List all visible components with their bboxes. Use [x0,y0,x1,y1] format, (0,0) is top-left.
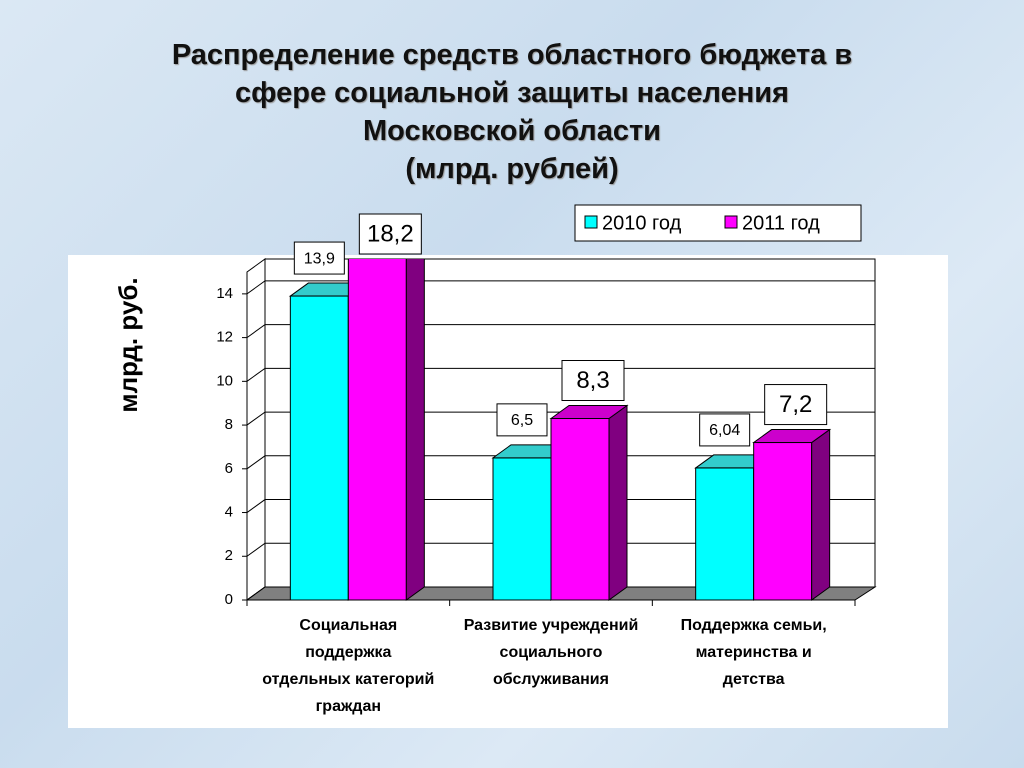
bar-front [695,467,755,601]
y-tick-label: 2 [225,547,233,564]
bar-top [752,429,832,444]
grid-line [246,586,875,601]
value-label-box [561,360,625,402]
grid-line [246,499,875,513]
bar-top [549,405,629,420]
value-label: 6,04 [709,422,740,439]
value-label-box [699,413,751,447]
plot: 0 2 4 6 8 10 12 14 13,9 18,2 6,5 8,3 6,04 7,2 [216,189,877,608]
subtitle: (млрд. рублей) [405,153,619,185]
bars [288,189,832,601]
grid-line [246,280,875,295]
bar-front [347,259,407,601]
value-label: 6,5 [511,412,533,429]
bar-side [608,404,628,601]
value-label: 13,9 [304,250,335,267]
x-tick-label: Поддержка семьи, материнства и детства [680,617,827,688]
y-tick-label: 14 [216,285,233,302]
y-tick-label: 8 [225,416,233,433]
bar-top [348,189,424,202]
legend-box [574,204,862,242]
value-label-box [496,403,548,437]
grid-line [246,411,875,426]
x-tick-label: Развитие учреждений социального обслужив… [463,617,639,688]
value-label: 8,3 [576,367,609,394]
value-label: 7,2 [779,391,812,418]
y-tick-label: 0 [225,591,233,608]
legend-label: 2011 год [742,212,820,234]
title-line: Распределение средств областного бюджета… [171,39,853,71]
title-line: Московской области [362,115,662,147]
value-label-box [293,241,345,275]
y-axis-label: млрд. руб. [113,277,143,412]
value-label-box [358,213,422,255]
legend-swatch [724,215,738,229]
x-tick-label: Социальная поддержка отдельных категорий… [262,617,435,715]
grid-line [246,367,875,382]
bar [752,428,832,601]
bar-side [405,259,425,601]
title-line: сфере социальной защиты населения [235,77,789,109]
side-wall [246,258,266,601]
grid-line [246,455,875,470]
bar-front [550,418,610,601]
y-tick-label: 10 [216,372,233,389]
bar-front [753,442,813,601]
legend-label: 2010 год [602,212,682,234]
bar [347,189,425,601]
bar [549,404,629,601]
grid-line [246,324,875,339]
bar-front [289,295,349,601]
legend-swatch [584,215,598,229]
value-label-box [764,384,828,426]
bar-side [811,428,831,601]
bar-front [492,457,552,601]
y-tick-label: 4 [225,504,233,521]
grid-line [246,542,875,557]
y-tick-label: 12 [216,329,233,346]
value-label: 18,2 [367,220,414,247]
y-tick-label: 6 [225,460,233,477]
